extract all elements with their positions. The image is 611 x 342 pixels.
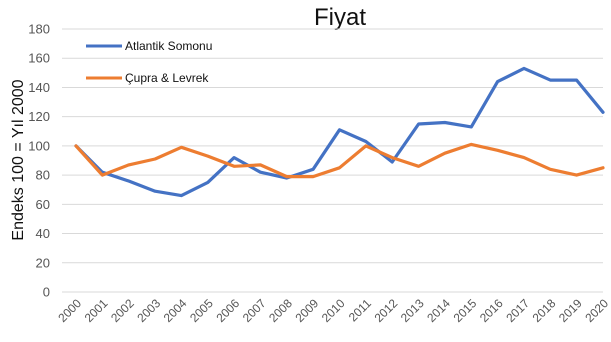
grid-lines bbox=[62, 28, 603, 293]
x-tick-label: 2003 bbox=[134, 296, 163, 325]
x-tick-label: 2004 bbox=[161, 296, 190, 325]
y-tick-label: 140 bbox=[28, 80, 50, 95]
y-tick-label: 160 bbox=[28, 51, 50, 66]
legend-label-atlantik-somonu: Atlantik Somonu bbox=[125, 39, 212, 53]
y-tick-label: 80 bbox=[36, 168, 50, 183]
x-tick-label: 2006 bbox=[213, 296, 242, 325]
x-tick-label: 2018 bbox=[530, 296, 559, 325]
x-tick-label: 2001 bbox=[82, 296, 111, 325]
legend-label-cupra-levrek: Çupra & Levrek bbox=[125, 71, 209, 85]
x-tick-label: 2005 bbox=[187, 296, 216, 325]
y-tick-label: 40 bbox=[36, 226, 50, 241]
series-line-0 bbox=[74, 66, 605, 198]
x-tick-label: 2009 bbox=[292, 296, 321, 325]
x-tick-label: 2000 bbox=[55, 296, 84, 325]
x-tick-label: 2019 bbox=[556, 296, 585, 325]
y-tick-label: 60 bbox=[36, 197, 50, 212]
y-tick-label: 0 bbox=[43, 285, 50, 300]
y-axis-label: Endeks 100 = Yıl 2000 bbox=[10, 79, 27, 240]
chart-title: Fiyat bbox=[314, 4, 366, 31]
x-tick-label: 2017 bbox=[503, 296, 532, 325]
x-tick-label: 2007 bbox=[240, 296, 269, 325]
x-tick-label: 2016 bbox=[477, 296, 506, 325]
y-tick-label: 100 bbox=[28, 138, 50, 153]
series-line-1 bbox=[74, 142, 605, 179]
x-tick-label: 2013 bbox=[398, 296, 427, 325]
x-tick-label: 2011 bbox=[346, 296, 374, 324]
x-tick-label: 2015 bbox=[451, 296, 480, 325]
y-tick-label: 180 bbox=[28, 22, 50, 37]
y-tick-label: 20 bbox=[36, 255, 50, 270]
x-tick-label: 2002 bbox=[108, 296, 137, 325]
series-lines bbox=[74, 66, 605, 198]
legend: Atlantik Somonu Çupra & Levrek bbox=[86, 39, 212, 85]
x-tick-label: 2020 bbox=[582, 296, 611, 325]
x-tick-label: 2014 bbox=[424, 296, 453, 325]
y-tick-labels: 0 20 40 60 80 100 120 140 160 180 bbox=[28, 22, 50, 300]
x-tick-label: 2010 bbox=[319, 296, 348, 325]
x-tick-labels: 2000200120022003200420052006200720082009… bbox=[55, 296, 611, 325]
y-tick-label: 120 bbox=[28, 109, 50, 124]
x-tick-label: 2012 bbox=[372, 296, 401, 325]
x-tick-label: 2008 bbox=[266, 296, 295, 325]
